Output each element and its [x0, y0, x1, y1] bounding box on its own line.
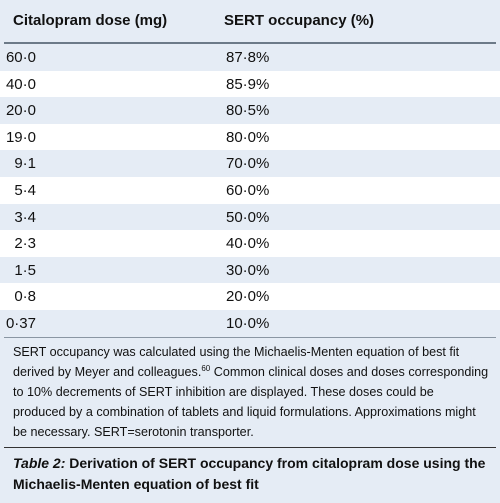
table-end-divider — [4, 337, 496, 338]
dose-cell: 1·5 — [14, 261, 36, 279]
occupancy-cell: 70·0% — [226, 155, 270, 173]
occupancy-cell: 85·9% — [226, 75, 270, 93]
occupancy-cell: 30·0% — [226, 261, 270, 279]
occupancy-cell: 80·5% — [226, 102, 270, 120]
dose-cell: 19·0 — [5, 128, 36, 146]
caption-text: Derivation of SERT occupancy from citalo… — [13, 455, 486, 492]
dose-cell: 5·4 — [14, 181, 36, 199]
dose-cell: 20·0 — [5, 102, 36, 120]
table-body: 60·0 87·8% 40·0 85·9% 20·0 80·5% 19·0 80·0% 9·1 7… — [0, 44, 500, 337]
table-row: 20·0 80·5% — [0, 97, 500, 124]
footnote-reference: 60 — [201, 363, 211, 373]
header-divider — [4, 42, 496, 44]
table-row: 19·0 80·0% — [0, 123, 500, 151]
table-caption: Table 2: Derivation of SERT occupancy fr… — [13, 453, 489, 495]
table-header: Citalopram dose (mg) SERT occupancy (%) — [0, 0, 500, 42]
occupancy-cell: 40·0% — [226, 235, 270, 253]
dose-cell: 0·8 — [14, 288, 36, 306]
occupancy-cell: 87·8% — [226, 49, 270, 66]
dose-cell: 0·37 — [5, 314, 36, 332]
dose-cell: 60·0 — [5, 49, 36, 66]
occupancy-cell: 60·0% — [226, 181, 270, 199]
column-header-occupancy: SERT occupancy (%) — [224, 12, 375, 29]
footnote-text-end: Common clinical doses and doses correspo… — [13, 365, 489, 439]
table-footnote: SERT occupancy was calculated using the … — [13, 342, 489, 442]
table-row: 2·3 40·0% — [0, 230, 500, 257]
footnote-text-start: SERT occupancy was calculated using the … — [13, 345, 460, 379]
caption-divider — [4, 447, 496, 448]
dose-cell: 2·3 — [14, 235, 36, 253]
dose-cell: 3·4 — [14, 208, 36, 226]
caption-label: Table 2: — [13, 455, 66, 471]
dose-cell: 40·0 — [5, 75, 36, 93]
table-row: 0·8 20·0% — [0, 283, 500, 310]
table-row: 0·37 10·0% — [0, 310, 500, 337]
table-row: 60·0 87·8% — [0, 44, 500, 71]
table-row: 40·0 85·9% — [0, 70, 500, 98]
table-row: 3·4 50·0% — [0, 204, 500, 231]
table-row: 5·4 60·0% — [0, 176, 500, 204]
occupancy-cell: 10·0% — [226, 314, 270, 332]
dose-cell: 9·1 — [14, 155, 36, 173]
table-row: 9·1 70·0% — [0, 150, 500, 177]
column-header-dose: Citalopram dose (mg) — [13, 12, 168, 29]
occupancy-cell: 50·0% — [226, 208, 270, 226]
table-row: 1·5 30·0% — [0, 257, 500, 284]
occupancy-cell: 80·0% — [226, 128, 270, 146]
occupancy-cell: 20·0% — [226, 288, 270, 306]
